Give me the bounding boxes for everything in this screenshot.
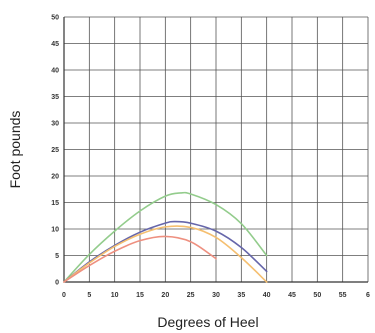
x-tick-label: 35: [237, 292, 245, 299]
y-tick-label: 45: [51, 41, 59, 48]
y-tick-label: 50: [51, 15, 59, 22]
x-tick-label: 6: [366, 292, 370, 299]
y-tick-label: 30: [51, 121, 59, 128]
x-tick-labels: 0 5 10 15 20 25 30 35 40 45 50 55 6: [62, 292, 370, 299]
x-tick-label: 40: [263, 292, 271, 299]
series-lines: [63, 191, 268, 283]
series-line-2: [63, 220, 268, 283]
x-tick-label: 20: [161, 292, 169, 299]
x-tick-label: 55: [339, 292, 347, 299]
x-tick-label: 25: [187, 292, 195, 299]
x-tick-label: 0: [62, 292, 66, 299]
x-axis-title: Degrees of Heel: [157, 314, 258, 330]
y-tick-label: 35: [51, 94, 59, 101]
x-tick-label: 30: [212, 292, 220, 299]
x-tick-label: 5: [87, 292, 91, 299]
x-tick-label: 45: [288, 292, 296, 299]
x-tick-label: 15: [136, 292, 144, 299]
y-tick-label: 10: [51, 227, 59, 234]
y-tick-label: 15: [51, 200, 59, 207]
y-tick-labels: 0 5 10 15 20 25 30 35 40 45 50: [51, 15, 59, 287]
series-line-1: [63, 191, 268, 283]
series-line-4: [63, 235, 217, 283]
y-tick-label: 25: [51, 147, 59, 154]
y-tick-label: 40: [51, 68, 59, 75]
x-tick-label: 10: [111, 292, 119, 299]
series-line-3: [63, 225, 268, 283]
y-tick-label: 0: [55, 280, 59, 287]
y-tick-label: 5: [55, 253, 59, 260]
y-axis-title: Foot pounds: [7, 111, 23, 189]
axes: [63, 17, 368, 283]
y-tick-label: 20: [51, 174, 59, 181]
x-tick-label: 50: [313, 292, 321, 299]
grid: [64, 16, 369, 282]
